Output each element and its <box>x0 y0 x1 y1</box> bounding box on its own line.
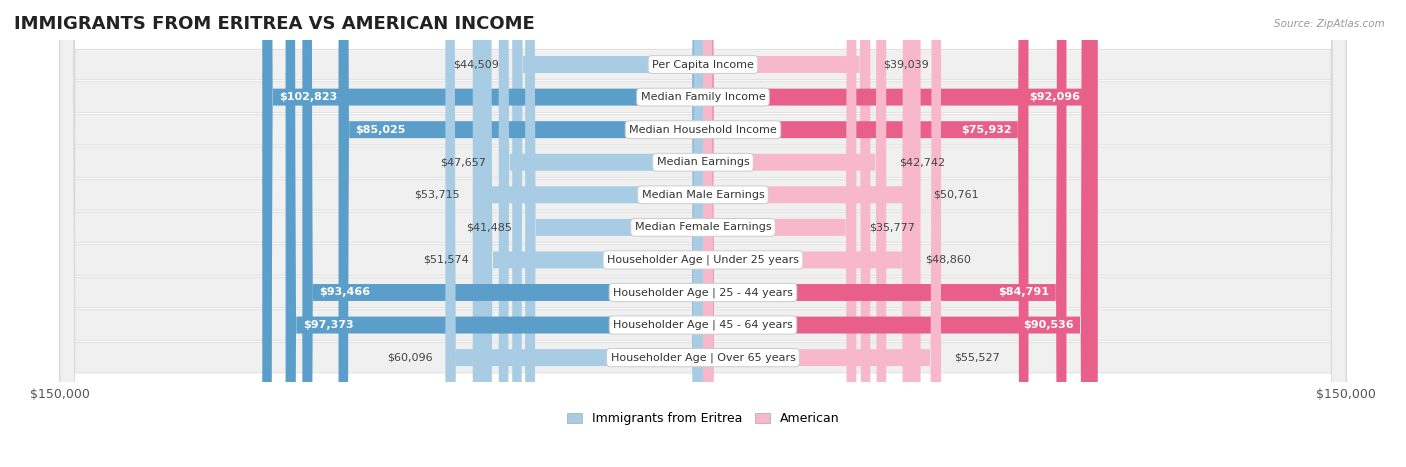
Text: $55,527: $55,527 <box>953 353 1000 362</box>
FancyBboxPatch shape <box>703 0 941 467</box>
FancyBboxPatch shape <box>703 0 1098 467</box>
Text: $90,536: $90,536 <box>1024 320 1074 330</box>
Text: $48,860: $48,860 <box>925 255 972 265</box>
Text: $97,373: $97,373 <box>302 320 353 330</box>
FancyBboxPatch shape <box>60 0 1346 467</box>
FancyBboxPatch shape <box>703 0 1029 467</box>
Text: Householder Age | Under 25 years: Householder Age | Under 25 years <box>607 255 799 265</box>
Text: Householder Age | Over 65 years: Householder Age | Over 65 years <box>610 353 796 363</box>
FancyBboxPatch shape <box>60 0 1346 467</box>
Text: $60,096: $60,096 <box>387 353 433 362</box>
FancyBboxPatch shape <box>472 0 703 467</box>
Text: $39,039: $39,039 <box>883 59 929 70</box>
FancyBboxPatch shape <box>60 0 1346 467</box>
Text: $92,096: $92,096 <box>1029 92 1081 102</box>
Text: Householder Age | 25 - 44 years: Householder Age | 25 - 44 years <box>613 287 793 298</box>
Text: $42,742: $42,742 <box>898 157 945 167</box>
FancyBboxPatch shape <box>60 0 1346 467</box>
Text: Median Family Income: Median Family Income <box>641 92 765 102</box>
Text: Source: ZipAtlas.com: Source: ZipAtlas.com <box>1274 19 1385 28</box>
Text: $75,932: $75,932 <box>960 125 1011 134</box>
FancyBboxPatch shape <box>526 0 703 467</box>
Text: Median Earnings: Median Earnings <box>657 157 749 167</box>
Text: $93,466: $93,466 <box>319 288 371 297</box>
FancyBboxPatch shape <box>703 0 870 467</box>
Text: $50,761: $50,761 <box>934 190 979 200</box>
Text: Per Capita Income: Per Capita Income <box>652 59 754 70</box>
Text: IMMIGRANTS FROM ERITREA VS AMERICAN INCOME: IMMIGRANTS FROM ERITREA VS AMERICAN INCO… <box>14 15 534 33</box>
FancyBboxPatch shape <box>60 0 1346 467</box>
FancyBboxPatch shape <box>703 0 1067 467</box>
Text: $53,715: $53,715 <box>415 190 460 200</box>
FancyBboxPatch shape <box>512 0 703 467</box>
FancyBboxPatch shape <box>446 0 703 467</box>
FancyBboxPatch shape <box>703 0 1091 467</box>
FancyBboxPatch shape <box>703 0 921 467</box>
Text: $41,485: $41,485 <box>467 222 512 233</box>
Text: $102,823: $102,823 <box>280 92 337 102</box>
Text: Median Female Earnings: Median Female Earnings <box>634 222 772 233</box>
FancyBboxPatch shape <box>60 0 1346 467</box>
FancyBboxPatch shape <box>482 0 703 467</box>
FancyBboxPatch shape <box>499 0 703 467</box>
FancyBboxPatch shape <box>60 0 1346 467</box>
Text: $51,574: $51,574 <box>423 255 470 265</box>
FancyBboxPatch shape <box>60 0 1346 467</box>
FancyBboxPatch shape <box>339 0 703 467</box>
Text: Median Household Income: Median Household Income <box>628 125 778 134</box>
FancyBboxPatch shape <box>302 0 703 467</box>
Legend: Immigrants from Eritrea, American: Immigrants from Eritrea, American <box>562 408 844 431</box>
FancyBboxPatch shape <box>60 0 1346 467</box>
Text: Median Male Earnings: Median Male Earnings <box>641 190 765 200</box>
Text: Householder Age | 45 - 64 years: Householder Age | 45 - 64 years <box>613 320 793 330</box>
FancyBboxPatch shape <box>60 0 1346 467</box>
Text: $44,509: $44,509 <box>454 59 499 70</box>
FancyBboxPatch shape <box>285 0 703 467</box>
FancyBboxPatch shape <box>263 0 703 467</box>
FancyBboxPatch shape <box>703 0 856 467</box>
Text: $84,791: $84,791 <box>998 288 1049 297</box>
Text: $35,777: $35,777 <box>869 222 915 233</box>
Text: $85,025: $85,025 <box>356 125 406 134</box>
Text: $47,657: $47,657 <box>440 157 486 167</box>
FancyBboxPatch shape <box>703 0 886 467</box>
FancyBboxPatch shape <box>703 0 912 467</box>
